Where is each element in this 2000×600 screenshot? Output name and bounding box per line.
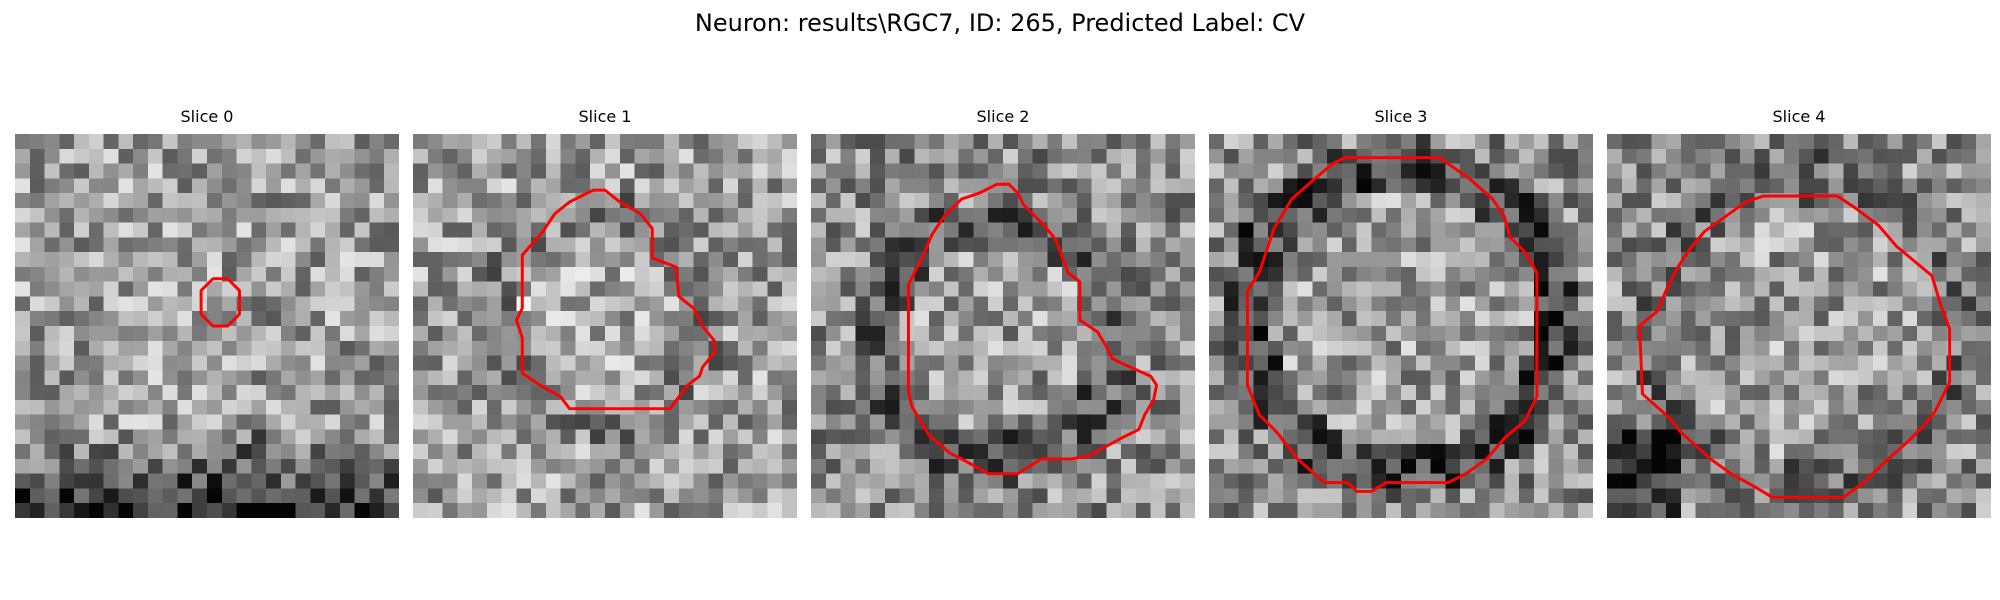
slice-image-4 <box>1607 134 1991 518</box>
slice-image-2 <box>811 134 1195 518</box>
slice-title-1: Slice 1 <box>578 107 632 126</box>
roi-contour-3 <box>1245 156 1539 493</box>
slice-title-0: Slice 0 <box>180 107 234 126</box>
slice-image-3 <box>1209 134 1593 518</box>
roi-contour-4 <box>1638 194 1952 499</box>
roi-contour-0 <box>199 277 241 328</box>
slice-title-3: Slice 3 <box>1374 107 1428 126</box>
slice-title-2: Slice 2 <box>976 107 1030 126</box>
figure-title: Neuron: results\RGC7, ID: 265, Predicted… <box>694 9 1306 37</box>
slice-image-0 <box>15 134 399 518</box>
slice-title-4: Slice 4 <box>1772 107 1826 126</box>
slice-image-1 <box>413 134 797 518</box>
roi-contour-2 <box>906 182 1159 476</box>
roi-contour-1 <box>514 188 716 411</box>
